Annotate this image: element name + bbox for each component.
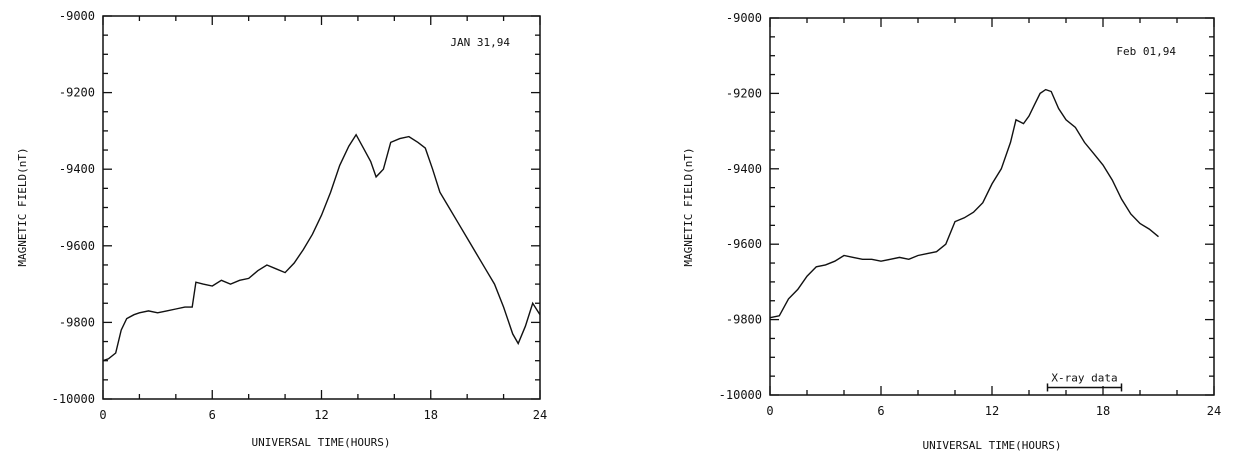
y-tick-label: -9600 [59,239,95,253]
chart-panel-feb-01: 0 6 12 18 24 -9000 -9200 -9400 -9600 -98… [682,11,1221,452]
y-tick-label: -9000 [59,9,95,23]
x-axis-label: UNIVERSAL TIME(HOURS) [251,436,390,449]
axis-ticks [769,17,1215,396]
x-tick-label: 12 [314,408,328,422]
chart-panel-jan-31: 0 6 12 18 24 -9000 -9200 -9400 -9600 -98… [16,9,547,449]
x-tick-label: 18 [424,408,438,422]
x-tick-label: 0 [766,404,773,418]
plot-frame [769,17,1215,396]
x-tick-label: 24 [533,408,547,422]
y-tick-label: -10000 [719,388,762,402]
y-axis-label: MAGNETIC FIELD(nT) [682,147,695,266]
xray-data-label: X-ray data [1051,371,1117,384]
y-tick-label: -9600 [726,237,762,251]
x-tick-label: 6 [877,404,884,418]
y-tick-label: -9800 [59,315,95,329]
y-axis-label: MAGNETIC FIELD(nT) [16,147,29,266]
date-annotation: Feb 01,94 [1116,45,1176,58]
x-axis-label: UNIVERSAL TIME(HOURS) [922,439,1061,452]
xray-data-marker: X-ray data [1046,371,1123,392]
x-tick-label: 12 [985,404,999,418]
x-tick-label: 18 [1096,404,1110,418]
y-tick-label: -9000 [726,11,762,25]
x-tick-label: 0 [99,408,106,422]
y-tick-label: -9400 [59,162,95,176]
y-tick-label: -9400 [726,162,762,176]
magnetic-field-line [102,133,541,362]
axis-ticks [102,15,541,400]
y-tick-label: -9200 [59,86,95,100]
y-tick-label: -10000 [52,392,95,406]
plot-frame [102,15,541,400]
y-tick-label: -9200 [726,86,762,100]
x-tick-label: 6 [209,408,216,422]
date-annotation: JAN 31,94 [450,36,510,49]
x-tick-label: 24 [1207,404,1221,418]
y-tick-label: -9800 [726,313,762,327]
magnetic-field-line [769,88,1159,319]
